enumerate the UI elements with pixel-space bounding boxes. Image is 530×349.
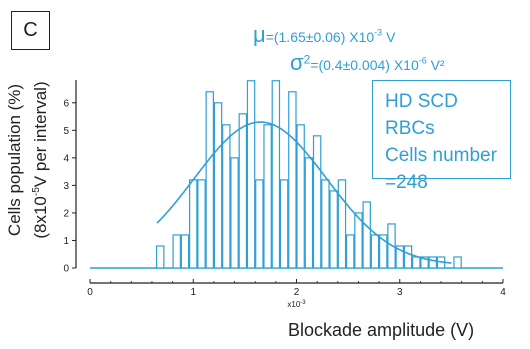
sigma-square: 2: [303, 52, 311, 67]
histogram-bar-24: [362, 201, 371, 269]
info-line-3: =248: [385, 172, 428, 193]
mu-unit: V: [382, 29, 396, 45]
histogram-bar-26: [379, 234, 388, 269]
histogram-bar-19: [321, 179, 330, 269]
x-tick-label-1: 1: [190, 287, 196, 298]
histogram-bar-34: [453, 256, 462, 269]
y-tick-label-0: 0: [63, 264, 69, 275]
histogram-bar-15: [288, 91, 297, 269]
y-tick-label-6: 6: [63, 98, 69, 109]
y-tick-label-2: 2: [63, 208, 69, 219]
mu-text: =(1.65±0.06) X10: [265, 29, 375, 45]
histogram-bar-4: [197, 179, 206, 269]
histogram-bar-11: [255, 179, 264, 269]
mean-annotation: μ=(1.65±0.06) X10-3 V: [253, 22, 395, 48]
y-tick-label-4: 4: [63, 153, 69, 164]
histogram-bar-3: [189, 179, 198, 269]
sigma-text: =(0.4±0.004) X10: [310, 57, 419, 73]
histogram-bar-31: [420, 256, 429, 269]
histogram-bar-13: [271, 80, 281, 269]
info-line-2: Cells number: [385, 145, 497, 166]
histogram-bar-5: [205, 91, 214, 269]
histogram-bar-10: [246, 80, 256, 269]
histogram-bar-16: [296, 124, 305, 269]
histogram-bar-12: [263, 124, 272, 269]
histogram-bar-1: [172, 234, 181, 269]
histogram-bar-28: [395, 245, 404, 269]
gaussian-fit-curve: [156, 121, 452, 264]
histogram-bar-32: [428, 256, 438, 269]
histogram-bar-7: [222, 124, 231, 269]
x-axis-label: Blockade amplitude (V): [288, 320, 475, 340]
x-tick-label-2: 2: [294, 287, 300, 298]
sigma-unit: V²: [426, 57, 445, 73]
y-axis-label-line1: Cells population (%): [5, 83, 25, 237]
x-tick-label-0: 0: [87, 287, 93, 298]
histogram-bar-8: [230, 157, 239, 269]
info-box: HD SCD RBCs Cells number =248: [372, 80, 511, 193]
y-tick-label-3: 3: [63, 181, 69, 192]
histogram-bar-20: [329, 190, 338, 269]
x-tick-label-3: 3: [397, 287, 403, 298]
histogram-bar-14: [279, 179, 289, 269]
histogram-bar-18: [312, 135, 322, 269]
x-multiplier-label: x10-3: [287, 300, 306, 309]
histogram-bar-21: [337, 179, 347, 269]
y-tick-label-5: 5: [63, 126, 69, 137]
variance-annotation: σ2=(0.4±0.004) X10-6 V²: [290, 50, 445, 76]
panel-label: C: [11, 11, 50, 50]
histogram-bar-0: [155, 245, 165, 269]
info-line-1: HD SCD RBCs: [385, 91, 458, 139]
histogram-bar-17: [304, 157, 314, 269]
histogram-bar-2: [180, 234, 190, 269]
histogram-bar-23: [354, 212, 363, 269]
y-axis-label-line2: (8x10-5V per interval): [30, 81, 50, 239]
histogram-bar-30: [412, 256, 421, 269]
histogram-bar-22: [345, 234, 355, 269]
x-tick-label-4: 4: [500, 287, 506, 298]
histogram-bar-29: [403, 245, 413, 269]
mu-exponent: -3: [374, 27, 383, 38]
sigma-symbol: σ: [290, 50, 304, 75]
histogram-bar-25: [370, 234, 380, 269]
sigma-exponent: -6: [418, 55, 427, 66]
mu-symbol: μ: [253, 22, 266, 47]
histogram-bar-6: [213, 102, 223, 269]
histogram-bar-9: [238, 113, 248, 269]
y-tick-label-1: 1: [63, 236, 69, 247]
